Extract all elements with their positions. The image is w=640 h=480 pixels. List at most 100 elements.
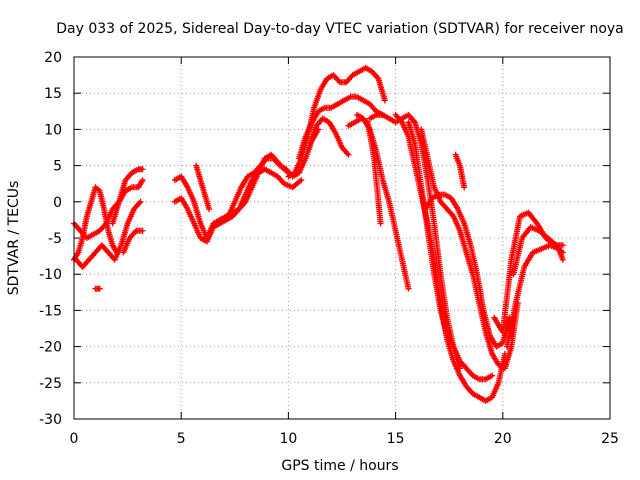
data-point — [310, 120, 314, 124]
data-point — [368, 102, 372, 106]
data-point — [180, 196, 183, 200]
y-tick-label: -25 — [39, 376, 62, 392]
data-point — [195, 164, 198, 167]
data-point — [400, 120, 404, 124]
data-point — [375, 149, 378, 153]
data-point — [107, 251, 110, 254]
data-point — [315, 124, 318, 127]
data-point — [252, 171, 256, 175]
data-point — [297, 171, 301, 175]
data-point — [349, 95, 352, 99]
series-19 — [418, 126, 521, 372]
data-point — [488, 334, 492, 337]
data-point — [186, 207, 189, 211]
data-point — [426, 178, 429, 182]
data-point — [501, 341, 504, 345]
data-point — [478, 377, 481, 381]
data-point — [173, 200, 176, 203]
x-axis-label: GPS time / hours — [281, 458, 398, 474]
data-point — [407, 135, 410, 138]
data-point — [278, 164, 282, 167]
data-point — [368, 128, 372, 131]
data-point — [317, 110, 320, 113]
data-point — [246, 175, 249, 178]
data-point — [192, 222, 196, 225]
data-point — [424, 207, 427, 211]
data-point — [548, 244, 552, 247]
data-point — [484, 377, 487, 381]
data-point — [420, 186, 423, 189]
data-point — [102, 207, 106, 211]
data-point — [257, 171, 260, 175]
data-point — [100, 244, 104, 247]
data-point — [113, 258, 116, 261]
data-point — [126, 222, 129, 225]
data-point — [465, 367, 468, 370]
tick-labels: 0 5 10 15 20 25 -30 -25 -20 -15 -10 -5 0 5 10 15 20 — [39, 50, 619, 447]
data-point — [312, 106, 316, 109]
data-point — [452, 345, 455, 348]
data-point — [119, 244, 123, 247]
data-point — [503, 352, 507, 356]
data-point — [323, 106, 327, 109]
data-point — [538, 229, 541, 232]
data-point — [270, 171, 273, 175]
data-point — [520, 236, 524, 240]
series-5 — [120, 227, 146, 256]
data-point — [490, 352, 494, 356]
data-point — [375, 113, 378, 117]
data-point — [503, 367, 507, 370]
series-24 — [510, 224, 566, 278]
data-point — [456, 207, 459, 211]
data-point — [342, 99, 346, 102]
data-point — [130, 186, 134, 189]
data-point — [128, 236, 131, 240]
data-point — [85, 236, 89, 240]
y-tick-label: -30 — [39, 412, 62, 428]
data-points — [71, 64, 566, 404]
data-point — [501, 330, 504, 334]
data-point — [94, 186, 97, 189]
data-point — [445, 207, 449, 211]
data-point — [426, 157, 429, 160]
data-point — [478, 396, 481, 399]
data-point — [527, 211, 530, 214]
data-point — [381, 113, 384, 117]
data-point — [270, 153, 273, 156]
series-23 — [504, 242, 566, 350]
data-point — [319, 88, 322, 91]
data-point — [387, 117, 391, 120]
data-point — [201, 186, 204, 189]
data-point — [469, 244, 472, 247]
data-point — [285, 168, 288, 171]
data-point — [372, 157, 376, 160]
data-point — [497, 381, 500, 384]
data-point — [400, 258, 404, 261]
data-point — [493, 316, 496, 319]
data-point — [379, 222, 382, 225]
data-point — [250, 178, 254, 182]
grid-lines — [74, 57, 610, 419]
data-point — [510, 258, 513, 261]
data-point — [87, 258, 91, 261]
data-point — [117, 200, 121, 203]
data-point — [555, 244, 558, 247]
data-point — [225, 218, 228, 222]
data-point — [111, 207, 114, 211]
data-point — [308, 142, 312, 146]
y-tick-label: -15 — [39, 303, 62, 319]
data-point — [199, 222, 202, 225]
data-point — [452, 215, 455, 218]
data-point — [180, 175, 183, 178]
data-point — [454, 153, 457, 156]
data-point — [437, 193, 440, 196]
data-point — [111, 222, 114, 225]
data-point — [383, 99, 387, 102]
data-point — [432, 186, 436, 189]
data-point — [458, 359, 462, 363]
data-point — [124, 178, 127, 182]
data-point — [98, 189, 101, 193]
y-tick-label: -10 — [39, 267, 62, 283]
y-tick-label: 20 — [44, 50, 62, 66]
data-point — [98, 229, 101, 232]
